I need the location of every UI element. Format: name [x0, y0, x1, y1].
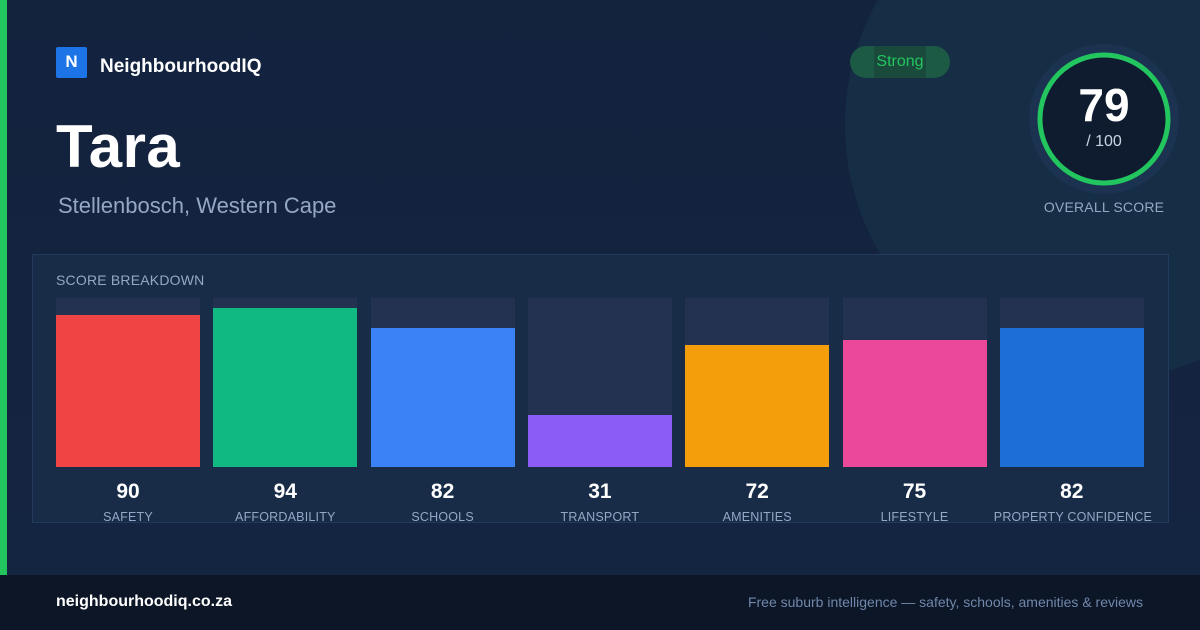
bar-track [999, 298, 1144, 467]
bar-value: 75 [902, 480, 927, 503]
bar-fill [213, 308, 358, 467]
bar-track [842, 298, 987, 467]
share-card: N NeighbourhoodIQ Tara Stellenbosch, Wes… [0, 0, 1200, 575]
brand: N NeighbourhoodIQ [56, 46, 261, 78]
footer: neighbourhoodiq.co.za Free suburb intell… [0, 575, 1200, 630]
bar-track [56, 298, 200, 467]
brand-name: NeighbourhoodIQ [100, 56, 262, 77]
bar-label: PROPERTY CONFIDENCE [993, 510, 1153, 524]
bar-value: 82 [1060, 480, 1084, 503]
overall-score-ring: 79 / 100 [1029, 44, 1179, 194]
bar-fill [56, 315, 200, 467]
suburb-location: Stellenbosch, Western Cape [58, 193, 337, 218]
overall-score-value: 79 [1078, 79, 1130, 131]
rating-badge: Strong [850, 46, 950, 78]
bar-label: TRANSPORT [560, 510, 640, 524]
bar-track [527, 298, 672, 467]
suburb-title: Tara [56, 113, 181, 180]
bar-value: 94 [273, 480, 297, 503]
bar-fill [370, 328, 515, 467]
bar-label: LIFESTYLE [880, 510, 949, 524]
bar-label: SCHOOLS [411, 510, 474, 524]
bar-fill [685, 345, 830, 467]
bar-label: AFFORDABILITY [235, 510, 336, 524]
bar-track [213, 298, 358, 467]
score-progress-arc [1037, 52, 1171, 186]
rating-badge-label: Strong [876, 53, 924, 70]
brand-logo-icon: N [56, 46, 87, 78]
bar-track [685, 298, 830, 467]
overall-score-caption: OVERALL SCORE [1043, 199, 1165, 215]
bar-fill [999, 328, 1144, 467]
overall-score-max: / 100 [1086, 133, 1122, 150]
footer-domain-link[interactable]: neighbourhoodiq.co.za [56, 593, 232, 610]
bar-value: 90 [116, 480, 140, 503]
score-ring-graphic [1029, 44, 1179, 194]
bar-label: AMENITIES [722, 510, 792, 524]
bar-track [370, 298, 515, 467]
bar-value: 82 [430, 480, 455, 503]
bar-value: 31 [588, 480, 612, 503]
bar-label: SAFETY [103, 510, 153, 524]
accent-stripe [0, 0, 7, 575]
score-breakdown-panel: SCORE BREAKDOWN 90 SAFETY 94 AFFORDABILITY 8… [32, 254, 1169, 524]
breakdown-title: SCORE BREAKDOWN [56, 272, 205, 288]
bar-fill [842, 340, 987, 467]
bar-value: 72 [745, 480, 769, 503]
bar-fill [527, 415, 672, 467]
footer-tagline: Free suburb intelligence — safety, schoo… [747, 594, 1143, 610]
